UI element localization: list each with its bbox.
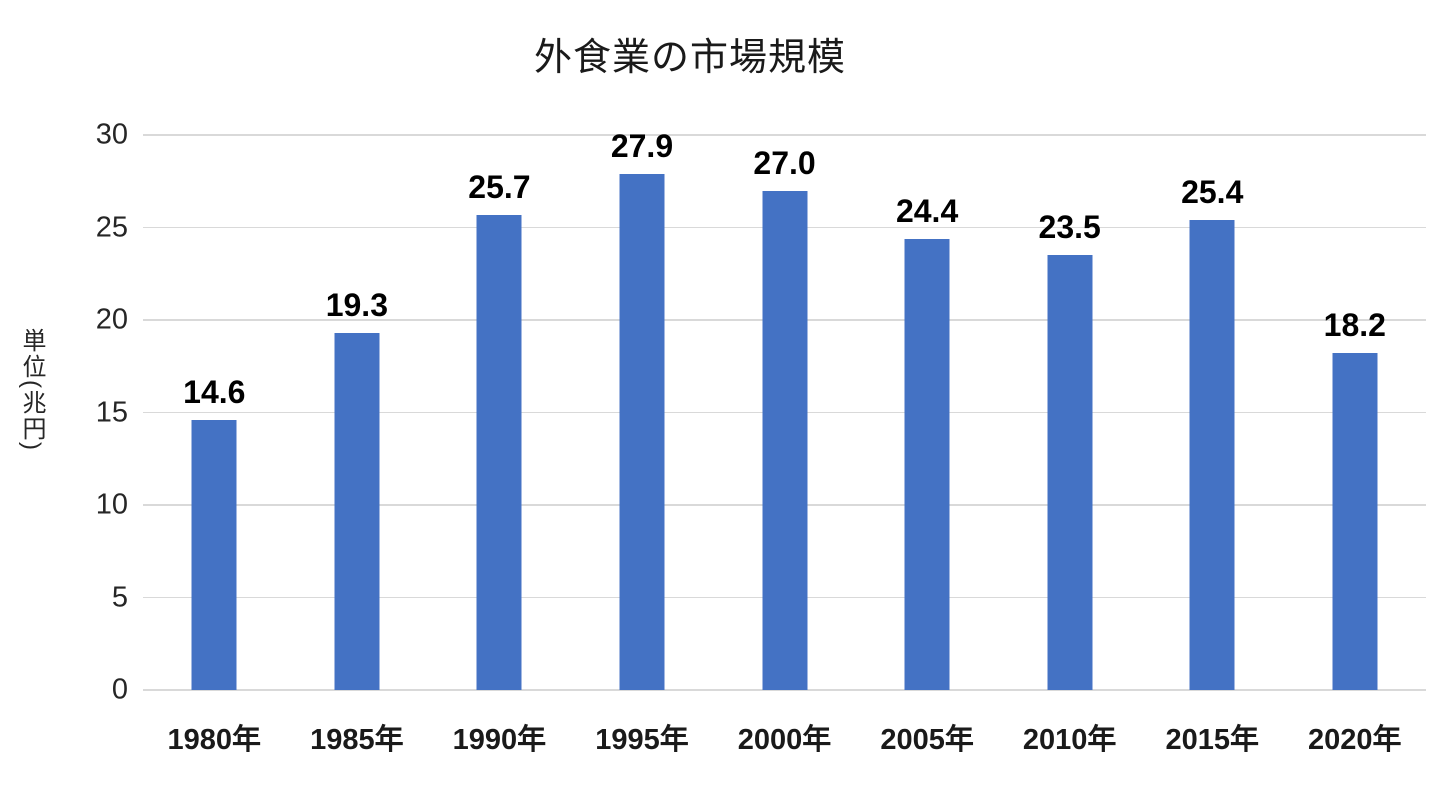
data-label: 14.6 (183, 373, 246, 410)
bar (1189, 220, 1235, 690)
bar-column: 27.0 (713, 135, 856, 690)
bar-column: 18.2 (1284, 135, 1427, 690)
bar-series: 14.6 19.3 25.7 27.9 27.0 24.4 23.5 25.4 18.2 (143, 130, 1427, 690)
y-tick-label: 0 (111, 673, 128, 706)
plot-area: 14.6 19.3 25.7 27.9 27.0 24.4 23.5 25.4 18.2 (143, 130, 1427, 691)
bar (619, 173, 665, 690)
data-label: 23.5 (1038, 209, 1101, 246)
x-axis-label: 2000年 (737, 724, 832, 756)
gridline (143, 134, 1426, 136)
x-axis-labels: 1980年 1985年 1990年 1995年 2000年 2005年 2010年 2015年… (143, 716, 1426, 758)
bar (1332, 353, 1378, 690)
bar-column: 23.5 (998, 135, 1141, 690)
x-axis-label: 1990年 (452, 724, 547, 756)
bar-column: 25.7 (428, 135, 571, 690)
bar-column: 27.9 (571, 130, 714, 690)
gridline (143, 689, 1426, 691)
bar-column: 25.4 (1141, 135, 1284, 690)
y-tick-label: 5 (111, 581, 128, 613)
data-label: 27.9 (610, 127, 674, 164)
data-label: 18.2 (1323, 307, 1386, 344)
x-axis-label: 2010年 (1022, 724, 1117, 756)
data-label: 25.4 (1181, 174, 1244, 211)
y-tick-label: 30 (95, 118, 128, 151)
x-axis-label: 1980年 (167, 724, 262, 756)
y-tick-label: 25 (95, 211, 128, 243)
bar (191, 419, 237, 690)
bar-column: 24.4 (856, 135, 999, 690)
bar-column: 14.6 (143, 135, 286, 690)
x-axis-label: 2020年 (1308, 724, 1402, 756)
bar (904, 238, 950, 690)
bar (1047, 255, 1093, 690)
x-axis-label: 2015年 (1165, 724, 1259, 756)
bar-column: 19.3 (286, 135, 429, 690)
chart-title: 外食業の市場規模 (533, 37, 846, 79)
bar (476, 214, 522, 690)
data-label: 24.4 (895, 192, 959, 229)
x-axis-label: 1985年 (310, 724, 404, 756)
y-axis-title: 単位(兆円) (18, 328, 45, 452)
y-tick-label: 15 (95, 396, 128, 428)
y-tick-label: 20 (95, 303, 128, 336)
bar (334, 332, 380, 690)
data-label: 19.3 (325, 286, 388, 323)
x-axis-label: 1995年 (595, 724, 689, 756)
data-label: 25.7 (468, 168, 531, 205)
data-label: 27.0 (753, 144, 816, 181)
x-axis-label: 2005年 (880, 724, 974, 756)
bar (762, 190, 808, 690)
y-tick-label: 10 (95, 488, 128, 521)
y-axis-tick-labels: 0 5 10 15 20 25 30 (0, 120, 128, 704)
